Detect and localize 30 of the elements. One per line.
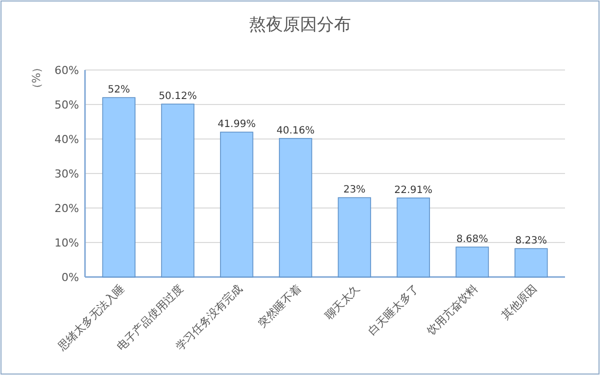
bar xyxy=(338,197,372,278)
x-tick-label: 聊天太久 xyxy=(322,282,363,322)
chart-title: 熬夜原因分布 xyxy=(249,15,351,35)
y-tick-label: 20% xyxy=(54,202,79,215)
bar xyxy=(102,97,136,278)
data-label: 22.91% xyxy=(394,184,432,196)
data-label: 50.12% xyxy=(158,91,197,102)
data-label: 52% xyxy=(108,84,130,96)
x-tick-label: 其他原因 xyxy=(498,282,540,322)
data-label: 41.99% xyxy=(218,119,256,130)
y-tick-label: 40% xyxy=(54,132,79,146)
bar xyxy=(161,104,194,278)
y-tick-label: 60% xyxy=(54,64,79,77)
data-label: 8.68% xyxy=(456,234,488,246)
data-label: 23% xyxy=(343,184,366,196)
y-tick-label: 10% xyxy=(54,236,79,250)
bar xyxy=(514,248,548,278)
data-label: 40.16% xyxy=(276,125,315,136)
bar xyxy=(396,198,430,278)
x-tick-label: 饮用亢奋饮料 xyxy=(424,282,480,338)
bar xyxy=(220,132,254,278)
data-label: 8.23% xyxy=(515,236,548,247)
y-tick-label: 50% xyxy=(54,98,79,112)
x-tick-label: 突然睡不着 xyxy=(256,282,304,330)
y-tick-label: 0% xyxy=(62,270,79,284)
bar xyxy=(456,246,489,278)
bar xyxy=(278,138,312,278)
x-tick-label: 白天睡太多了 xyxy=(366,282,422,338)
y-axis-title: （%） xyxy=(30,62,43,94)
y-tick-label: 30% xyxy=(54,167,79,180)
